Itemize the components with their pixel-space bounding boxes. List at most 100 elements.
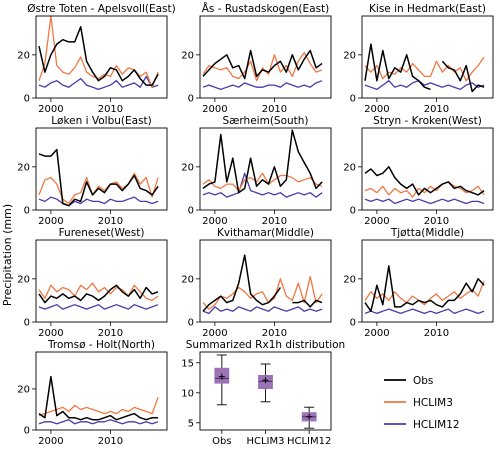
legend: Obs HCLIM3 HCLIM12 bbox=[384, 375, 460, 431]
axes-frame bbox=[35, 127, 168, 211]
series-line-obs bbox=[38, 148, 159, 207]
series-line-obs bbox=[202, 129, 323, 194]
y-tick-label: 0 bbox=[24, 94, 30, 105]
x-tick-label: 2010 bbox=[262, 104, 287, 115]
panel-title: Stryn - Kroken(West) bbox=[373, 115, 482, 127]
y-tick-label: 20 bbox=[17, 162, 30, 173]
legend-label: Obs bbox=[413, 375, 433, 387]
series-line-hclim12 bbox=[202, 306, 323, 315]
x-tick-label: 2010 bbox=[98, 104, 123, 115]
panel-stryn-kroken-west: Stryn - Kroken(West) 0 20 2000 2010 bbox=[343, 115, 494, 227]
x-tick-label: 2000 bbox=[202, 216, 227, 227]
x-tick-label: 2000 bbox=[38, 104, 63, 115]
panel-tj-tta-middle: Tjøtta(Middle) 0 20 2000 2010 bbox=[343, 227, 494, 339]
x-tick-label: 2010 bbox=[98, 328, 123, 339]
y-tick-label: 20 bbox=[181, 50, 194, 61]
x-tick-label: 2000 bbox=[38, 328, 63, 339]
series-line-hclim3 bbox=[38, 15, 159, 88]
mean-marker bbox=[306, 413, 313, 420]
y-tick-label: 0 bbox=[188, 206, 194, 217]
series-line-hclim3 bbox=[38, 396, 159, 417]
series-line-hclim3 bbox=[202, 52, 323, 82]
x-tick-label: 2000 bbox=[38, 216, 63, 227]
y-tick-label: 0 bbox=[188, 318, 194, 329]
x-tick-label: 2010 bbox=[262, 216, 287, 227]
series-line-hclim12 bbox=[38, 304, 159, 310]
series-line-hclim3 bbox=[364, 56, 485, 82]
y-tick-label: 20 bbox=[181, 162, 194, 173]
axes-frame bbox=[35, 15, 168, 99]
x-tick-label: 2010 bbox=[424, 328, 449, 339]
panel-title: Kvithamar(Middle) bbox=[217, 227, 314, 239]
panel-s-rheim-south: Særheim(South) 0 20 2000 2010 bbox=[181, 115, 332, 227]
axes-frame bbox=[361, 127, 494, 211]
panel-title: Tjøtta(Middle) bbox=[390, 227, 464, 239]
series-line-obs bbox=[38, 26, 159, 86]
x-tick-label: 2000 bbox=[364, 328, 389, 339]
legend-item-obs: Obs bbox=[384, 375, 433, 387]
series-line-hclim3 bbox=[202, 276, 323, 310]
box-hclim3: HCLIM3 bbox=[246, 363, 285, 447]
series-line-hclim12 bbox=[364, 80, 485, 91]
series-line-obs bbox=[364, 265, 485, 312]
panel-title: Løken i Volbu(East) bbox=[51, 115, 152, 127]
panel-l-ken-i-volbu-east: Løken i Volbu(East) 0 20 2000 2010 bbox=[17, 115, 168, 227]
panel-title: Østre Toten - Apelsvoll(East) bbox=[27, 3, 176, 15]
x-tick-label: 2010 bbox=[424, 104, 449, 115]
panel-title: Summarized Rx1h distribution bbox=[186, 339, 345, 351]
panel-kvithamar-middle: Kvithamar(Middle) 0 20 2000 2010 bbox=[181, 227, 332, 339]
panel-title: Tromsø - Holt(North) bbox=[47, 339, 155, 351]
y-tick-label: 10 bbox=[181, 388, 194, 399]
panel-s-rustadskogen-east: Ås - Rustadskogen(East) 0 20 2000 2010 bbox=[181, 2, 332, 115]
x-tick-label: 2010 bbox=[98, 436, 123, 447]
series-line-hclim3 bbox=[38, 282, 159, 302]
y-tick-label: 0 bbox=[350, 318, 356, 329]
x-tick-label: 2000 bbox=[38, 436, 63, 447]
y-tick-label: 20 bbox=[343, 50, 356, 61]
panel-kise-in-hedmark-east: Kise in Hedmark(East) 0 20 2000 2010 bbox=[343, 3, 494, 115]
panel-title: Ås - Rustadskogen(East) bbox=[202, 2, 330, 15]
axes-frame bbox=[199, 239, 332, 323]
panel-summarized-rx1h-distribution: Summarized Rx1h distribution 5 10 15 Obs HCLI… bbox=[181, 339, 345, 447]
x-tick-label: 2000 bbox=[202, 328, 227, 339]
mean-marker bbox=[262, 377, 269, 384]
series-line-hclim12 bbox=[364, 198, 485, 205]
y-tick-label: 5 bbox=[188, 418, 194, 429]
axes-frame bbox=[199, 15, 332, 99]
x-tick-label: 2000 bbox=[202, 104, 227, 115]
series-line-obs bbox=[202, 49, 323, 80]
x-tick-label: HCLIM12 bbox=[287, 436, 331, 447]
series-line-hclim12 bbox=[202, 80, 323, 91]
x-tick-label: 2010 bbox=[262, 328, 287, 339]
mean-marker bbox=[218, 373, 225, 380]
x-tick-label: HCLIM3 bbox=[246, 436, 284, 447]
y-tick-label: 0 bbox=[24, 318, 30, 329]
legend-label: HCLIM12 bbox=[413, 419, 460, 431]
axes-frame bbox=[35, 351, 168, 431]
panel-troms-holt-north: Tromsø - Holt(North) 0 20 2000 2010 bbox=[17, 339, 168, 447]
y-tick-label: 20 bbox=[343, 274, 356, 285]
series-line-hclim12 bbox=[38, 419, 159, 425]
series-line-hclim3 bbox=[202, 172, 323, 192]
axes-frame bbox=[199, 127, 332, 211]
panel-title: Særheim(South) bbox=[222, 115, 308, 127]
x-tick-label: 2010 bbox=[98, 216, 123, 227]
y-axis-label: Precipitation (mm) bbox=[1, 204, 14, 306]
y-tick-label: 0 bbox=[24, 426, 30, 437]
x-tick-label: 2010 bbox=[424, 216, 449, 227]
legend-item-hclim3: HCLIM3 bbox=[384, 397, 453, 409]
y-tick-label: 0 bbox=[188, 94, 194, 105]
series-line-obs bbox=[364, 166, 485, 196]
box-obs: Obs bbox=[212, 354, 232, 447]
panel-fureneset-west: Fureneset(West) 0 20 2000 2010 bbox=[17, 227, 168, 339]
box-hclim12: HCLIM12 bbox=[287, 406, 331, 447]
y-tick-label: 20 bbox=[17, 274, 30, 285]
series-line-hclim3 bbox=[364, 181, 485, 198]
x-tick-label: 2000 bbox=[364, 216, 389, 227]
legend-label: HCLIM3 bbox=[413, 397, 453, 409]
y-tick-label: 0 bbox=[350, 206, 356, 217]
series-line-obs bbox=[202, 254, 323, 312]
series-line-hclim3 bbox=[38, 172, 159, 205]
